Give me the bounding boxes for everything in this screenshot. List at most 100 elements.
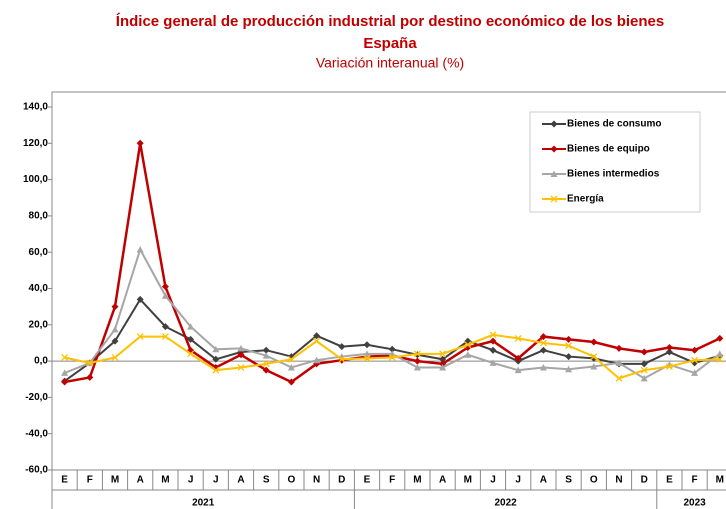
legend-label: Energía: [567, 194, 604, 205]
y-tick-label: 120,0: [23, 138, 48, 149]
chart-title-line2: España: [363, 35, 417, 52]
point: [237, 344, 245, 352]
legend-label: Bienes de consumo: [567, 119, 661, 130]
x-tick-label: F: [87, 475, 93, 486]
point: [464, 351, 472, 358]
point: [388, 345, 396, 353]
y-tick-label: 80,0: [29, 211, 49, 222]
point: [212, 355, 220, 363]
plot-frame: [51, 91, 726, 509]
point: [287, 355, 295, 363]
x-tick-label: F: [692, 475, 698, 486]
point: [615, 344, 623, 352]
point: [550, 195, 558, 203]
x-tick-label: A: [540, 475, 547, 486]
point: [489, 346, 497, 354]
point: [136, 295, 144, 303]
x-tick-label: N: [313, 475, 320, 486]
y-tick-label: 100,0: [23, 174, 48, 185]
point: [716, 355, 724, 363]
point: [539, 333, 547, 341]
x-tick-label: E: [666, 475, 673, 486]
x-tick-label: E: [364, 475, 371, 486]
point: [262, 360, 270, 368]
y-tick-label: -20,0: [25, 392, 48, 403]
point: [136, 139, 144, 147]
point: [287, 363, 295, 371]
x-group-label: 2022: [494, 498, 517, 509]
point: [489, 337, 497, 345]
point: [716, 334, 724, 342]
point: [237, 363, 245, 371]
x-tick-label: E: [61, 475, 68, 486]
x-tick-label: J: [490, 475, 496, 486]
point: [640, 374, 648, 382]
y-tick-label: 20,0: [29, 319, 49, 330]
point: [464, 341, 472, 349]
point: [691, 369, 699, 376]
point: [565, 335, 573, 343]
point: [287, 378, 295, 386]
point: [413, 357, 421, 365]
point: [439, 363, 447, 371]
x-tick-label: S: [263, 475, 270, 486]
x-tick-label: M: [716, 475, 724, 486]
y-tick-label: 40,0: [29, 283, 49, 294]
series-line: [64, 297, 721, 382]
x-group-label: 2023: [683, 498, 706, 509]
point: [665, 363, 673, 371]
y-tick-label: -60,0: [25, 465, 48, 476]
chart-title: Índice general de producción industrial …: [116, 13, 664, 30]
point: [61, 354, 69, 361]
point: [539, 346, 547, 354]
legend-label: Bienes de equipo: [567, 144, 650, 155]
point: [615, 359, 623, 366]
point: [237, 351, 245, 359]
x-tick-label: O: [288, 475, 296, 486]
point: [86, 359, 94, 367]
point: [111, 325, 119, 333]
point: [590, 363, 598, 370]
x-group-label: 2021: [192, 498, 215, 509]
point: [691, 356, 699, 364]
point: [489, 331, 497, 339]
x-tick-label: J: [213, 475, 219, 486]
chart-subtitle: Variación interanual (%): [316, 55, 464, 71]
x-tick-label: A: [439, 475, 446, 486]
point: [187, 323, 195, 330]
x-tick-label: S: [565, 475, 572, 486]
point: [111, 303, 119, 311]
point: [136, 333, 144, 341]
x-tick-label: A: [137, 475, 144, 486]
point: [61, 369, 69, 376]
legend-box: [529, 111, 701, 213]
point: [161, 323, 169, 331]
y-tick-label: -40,0: [25, 428, 48, 439]
point: [665, 348, 673, 356]
legend-label: Bienes intermedios: [567, 169, 660, 180]
point: [86, 373, 94, 381]
point: [363, 341, 371, 349]
x-tick-label: M: [111, 475, 119, 486]
x-tick-label: M: [464, 475, 472, 486]
point: [439, 355, 447, 363]
point: [640, 366, 648, 374]
point: [489, 359, 497, 366]
x-tick-label: J: [188, 475, 194, 486]
point: [338, 343, 346, 351]
point: [338, 355, 346, 363]
point: [514, 366, 522, 374]
point: [313, 332, 321, 340]
x-tick-label: O: [590, 475, 598, 486]
point: [187, 335, 195, 343]
point: [514, 354, 522, 362]
point: [61, 378, 69, 386]
point: [161, 292, 169, 299]
point: [565, 342, 573, 350]
point: [590, 338, 598, 346]
point: [640, 348, 648, 356]
x-tick-label: M: [413, 475, 421, 486]
x-tick-label: F: [389, 475, 395, 486]
point: [111, 337, 119, 345]
